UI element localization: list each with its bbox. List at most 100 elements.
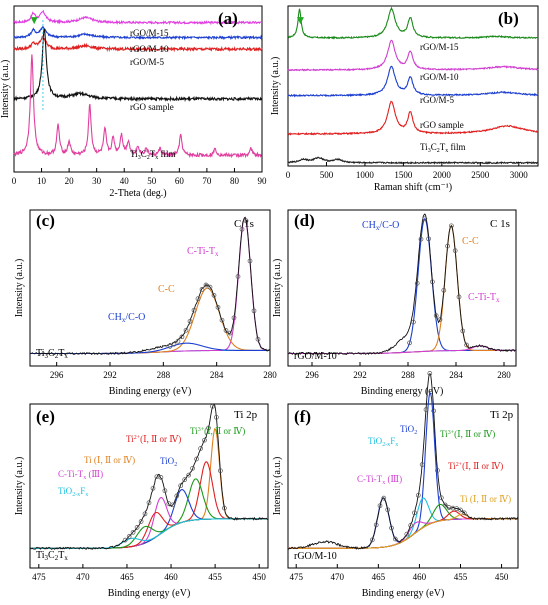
panel-d-annotation-c-ti-tx: C-Ti-Tx: [468, 292, 500, 304]
panel-e-fit-point: [174, 493, 180, 499]
panel-e-sample-label: Ti3C2Tx: [36, 550, 68, 562]
panel-f-fit-point: [427, 371, 433, 376]
panel-d-xtick-label-4: 280: [497, 370, 511, 380]
panel-b-series-1: [287, 39, 539, 72]
panel-c-sample-label: Ti3C2Tx: [36, 348, 68, 360]
panel-c-fit-point: [211, 293, 217, 298]
panel-d-annotation-chx-co: CHx/C-O: [362, 220, 399, 232]
panel-c-xticks: 296 292 288 284 280: [50, 362, 277, 380]
panel-e-fit-point: [162, 488, 168, 494]
panel-e-annotation-ti2: Ti2+(Ⅰ, Ⅱ or Ⅳ): [126, 434, 181, 444]
panel-e-fit-point: [202, 437, 207, 443]
panel-c-ylabel: Intensity (a.u.): [14, 259, 25, 318]
panel-e-annotation-c-ti-tx: C-Ti-Tx (Ⅲ): [58, 469, 103, 481]
panel-e-annotation-ti: Ti (Ⅰ, Ⅱ or Ⅳ): [84, 455, 135, 465]
panel-d-fit-point: [452, 248, 458, 253]
panel-b-series: [287, 6, 539, 165]
panel-c-fit-point: [183, 327, 189, 333]
panel-e-fit-point: [214, 414, 219, 420]
panel-f-fit-point: [412, 510, 417, 516]
panel-d-fit-point: [445, 243, 450, 249]
panel-c-fit-point: [207, 284, 213, 290]
panel-a-label: (a): [218, 9, 238, 28]
panel-b-series-2: [287, 65, 539, 98]
panel-c-xtick-label-2: 288: [157, 370, 171, 380]
panel-e-fit-point: [198, 446, 203, 451]
panel-f-annotation-ti3: Ti3+(Ⅰ, Ⅱ or Ⅳ): [440, 429, 495, 439]
panel-b-marker: ▼: [295, 13, 307, 27]
panel-c-xtick-label-0: 296: [50, 370, 64, 380]
panel-e-annotation-tio2xfx: TiO2-xFx: [58, 486, 88, 498]
panel-e-frame: [29, 403, 269, 569]
panel-d-fit-point: [422, 216, 428, 222]
panel-b-series-3: [288, 100, 539, 136]
panel-d-fit-point: [441, 287, 447, 293]
panel-c: 296 292 288 284 280 (c) C 1s C-Ti-Tx C-C CHx…: [14, 209, 277, 397]
panel-f-sample-label: rGO/M-10: [294, 551, 337, 562]
panel-a-xtick-label-4: 40: [120, 176, 130, 186]
panel-b-xticks: 0 500 1000 1500 2000 2500 3000: [286, 162, 528, 180]
panel-a-legend-ti3c2tx-film: Ti3C2Tx film: [130, 149, 175, 161]
panel-e-fit-point: [130, 529, 136, 535]
panel-c-fit-point: [247, 258, 253, 264]
panel-d-xtick-label-3: 284: [449, 370, 463, 380]
panel-a-series-2: [13, 35, 263, 53]
panel-c-xlabel: Binding energy (eV): [109, 386, 192, 397]
panel-e-annotation-ti3: Ti3+(Ⅰ, Ⅱ or Ⅳ): [190, 426, 245, 436]
panel-e: 475 470 465 460 455 450 (e) Ti 2p Ti2+(Ⅰ, Ⅱ o…: [14, 403, 269, 599]
panel-f-xlabel: Binding energy (eV): [362, 588, 445, 599]
panel-f-fit-point: [404, 531, 410, 537]
panel-e-fit-point: [194, 456, 199, 462]
panel-e-label: (e): [36, 407, 55, 426]
panel-f-plot: [287, 371, 519, 551]
panel-e-xticks: 475 470 465 460 455 450: [32, 564, 266, 582]
panel-b-xtick-label-2: 1000: [356, 170, 375, 180]
panel-c-fit-point: [167, 344, 173, 349]
panel-b-xtick-label-3: 1500: [394, 170, 413, 180]
panel-a-xticks: 0 10 20 30 40 50 60 70 80 90: [12, 168, 267, 186]
panel-d-xtick-label-0: 296: [305, 370, 319, 380]
panel-c-fit-point: [243, 218, 249, 224]
panel-a-series: [13, 9, 263, 159]
panel-c-fit-point: [215, 305, 221, 310]
panel-d-frame: [287, 209, 517, 367]
panel-b-xlabel: Raman shift (cm⁻¹): [374, 182, 452, 193]
panel-d-fit-point: [456, 294, 462, 300]
panel-e-fit-point: [158, 475, 164, 480]
panel-f-fit-point: [408, 523, 414, 528]
panel-e-fit-point: [178, 483, 184, 489]
panel-d-xtick-label-1: 292: [353, 370, 367, 380]
panel-b-legend-rgo-m10: rGO/M-10: [420, 72, 459, 82]
panel-e-fit-point: [222, 505, 227, 511]
panel-d-label: (d): [294, 211, 315, 230]
panel-e-xtick-label-1: 470: [76, 572, 90, 582]
panel-b-series-0: [287, 6, 539, 40]
panel-f-fit-point: [415, 492, 421, 498]
panel-e-xlabel: Binding energy (eV): [108, 588, 191, 599]
panel-f-xtick-label-3: 460: [413, 572, 427, 582]
panel-e-fit-point: [170, 502, 176, 508]
panel-c-fit-point: [219, 317, 225, 323]
panel-f-xtick-label-1: 470: [331, 572, 345, 582]
panel-c-fit-point: [239, 226, 245, 232]
panel-f-annotation-tio2xfx: TiO2-xFx: [368, 436, 398, 448]
panel-f-xtick-label-5: 450: [495, 572, 509, 582]
panel-f-fit-point: [392, 536, 398, 542]
panel-d-sample-label: rGO/M-10: [294, 351, 337, 362]
panel-c-fit-point: [187, 318, 193, 324]
panel-f-frame: [287, 403, 519, 569]
panel-f-xtick-label-2: 465: [372, 572, 386, 582]
panel-a-xtick-label-8: 80: [230, 176, 240, 186]
panel-d-raw-data: [288, 213, 517, 356]
panel-c-fit-point: [231, 315, 237, 321]
panel-d-plot: [288, 213, 517, 356]
panel-e-component-5: [30, 511, 268, 549]
panel-c-fit-point: [179, 334, 185, 340]
panel-d-fit-point: [449, 223, 454, 229]
panel-f-fit-point: [461, 510, 467, 516]
panel-d-xticks: 296 292 288 284 280: [305, 362, 511, 380]
panel-a-series-0: [13, 9, 263, 26]
panel-d-fit-point: [407, 340, 412, 346]
panel-a-legend-rgo-m5: rGO/M-5: [130, 57, 164, 67]
